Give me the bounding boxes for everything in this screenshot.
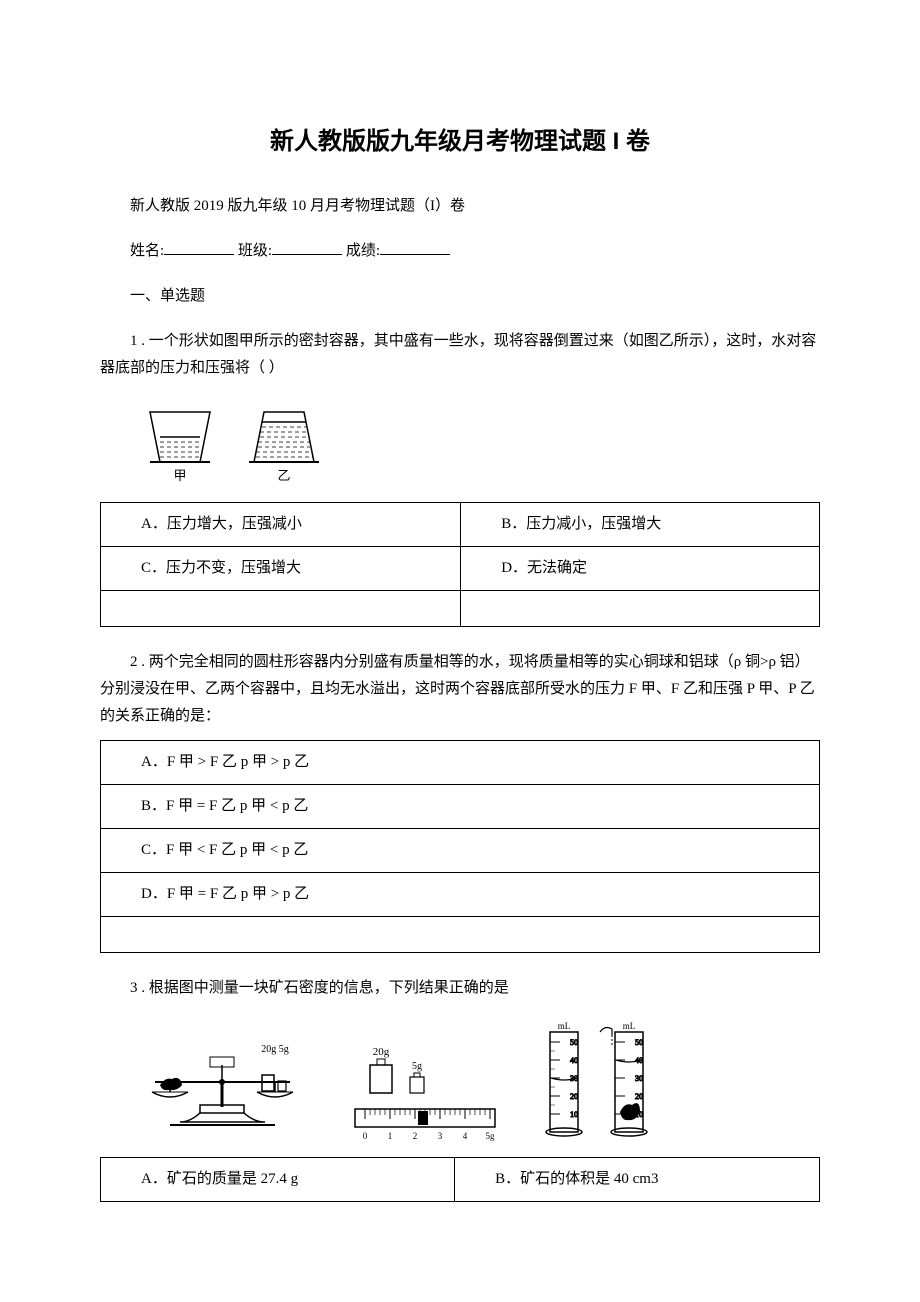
q2-option-c: C．F 甲 < F 乙 p 甲 < p 乙 <box>101 829 820 873</box>
svg-text:20: 20 <box>570 1092 578 1101</box>
table-row: B．F 甲 = F 乙 p 甲 < p 乙 <box>101 785 820 829</box>
subtitle: 新人教版 2019 版九年级 10 月月考物理试题（I）卷 <box>100 193 820 220</box>
q3-weights-ruler: 20g 5g 0 1 2 3 4 5g <box>350 1047 500 1147</box>
q1-fig-jia-label: 甲 <box>173 468 186 483</box>
svg-text:mL: mL <box>558 1021 571 1031</box>
table-row: C．F 甲 < F 乙 p 甲 < p 乙 <box>101 829 820 873</box>
question-1-options: A．压力增大，压强减小 B．压力减小，压强增大 C．压力不变，压强增大 D．无法… <box>100 502 820 627</box>
svg-text:20g 5g: 20g 5g <box>261 1044 289 1055</box>
question-3-figures: 20g 5g 20g 5g 0 1 2 <box>140 1017 820 1147</box>
q1-fig-jia: 甲 <box>130 392 230 492</box>
svg-text:mL: mL <box>623 1021 636 1031</box>
svg-text:40: 40 <box>570 1056 578 1065</box>
table-row: D．F 甲 = F 乙 p 甲 > p 乙 <box>101 873 820 917</box>
table-row: A．F 甲 > F 乙 p 甲 > p 乙 <box>101 741 820 785</box>
question-1-figures: 甲 乙 <box>130 392 820 492</box>
table-row: A．矿石的质量是 27.4 g B．矿石的体积是 40 cm3 <box>101 1158 820 1202</box>
student-info-line: 姓名: 班级: 成绩: <box>100 238 820 265</box>
q1-option-c: C．压力不变，压强增大 <box>101 547 461 591</box>
q2-option-a: A．F 甲 > F 乙 p 甲 > p 乙 <box>101 741 820 785</box>
question-1-text: 1 . 一个形状如图甲所示的密封容器，其中盛有一些水，现将容器倒置过来（如图乙所… <box>100 328 820 382</box>
q1-option-d: D．无法确定 <box>461 547 820 591</box>
svg-text:30: 30 <box>635 1074 643 1083</box>
q1-fig-yi-label: 乙 <box>277 468 290 483</box>
svg-text:20: 20 <box>635 1092 643 1101</box>
q1-fig-yi: 乙 <box>234 392 334 492</box>
score-label: 成绩: <box>346 243 380 259</box>
svg-text:4: 4 <box>463 1131 468 1141</box>
section-1-label: 一、单选题 <box>100 283 820 310</box>
table-row: C．压力不变，压强增大 D．无法确定 <box>101 547 820 591</box>
svg-text:1: 1 <box>388 1131 393 1141</box>
q2-empty-cell <box>101 917 820 953</box>
q2-option-b: B．F 甲 = F 乙 p 甲 < p 乙 <box>101 785 820 829</box>
score-blank <box>380 240 450 255</box>
q3-option-a: A．矿石的质量是 27.4 g <box>101 1158 455 1202</box>
q1-option-b: B．压力减小，压强增大 <box>461 503 820 547</box>
q2-option-d: D．F 甲 = F 乙 p 甲 > p 乙 <box>101 873 820 917</box>
q3-cylinders: mL 50 40 30 20 10 mL 50 40 30 20 10 <box>540 1017 670 1147</box>
svg-text:50: 50 <box>635 1038 643 1047</box>
table-row <box>101 591 820 627</box>
name-blank <box>164 240 234 255</box>
svg-text:10: 10 <box>570 1110 578 1119</box>
name-label: 姓名: <box>130 243 164 259</box>
svg-text:5g: 5g <box>412 1061 422 1072</box>
question-3-text: 3 . 根据图中测量一块矿石密度的信息，下列结果正确的是 <box>100 975 820 1002</box>
class-blank <box>272 240 342 255</box>
q1-option-a: A．压力增大，压强减小 <box>101 503 461 547</box>
question-3-options: A．矿石的质量是 27.4 g B．矿石的体积是 40 cm3 <box>100 1157 820 1202</box>
page-title: 新人教版版九年级月考物理试题 I 卷 <box>100 120 820 163</box>
svg-text:5g: 5g <box>486 1131 496 1141</box>
question-2-text: 2 . 两个完全相同的圆柱形容器内分别盛有质量相等的水，现将质量相等的实心铜球和… <box>100 649 820 730</box>
svg-text:2: 2 <box>413 1131 418 1141</box>
class-label: 班级: <box>238 243 272 259</box>
svg-text:0: 0 <box>363 1131 368 1141</box>
table-row <box>101 917 820 953</box>
svg-text:3: 3 <box>438 1131 443 1141</box>
question-2-options: A．F 甲 > F 乙 p 甲 > p 乙 B．F 甲 = F 乙 p 甲 < … <box>100 740 820 953</box>
q3-balance-scale: 20g 5g <box>140 1037 310 1147</box>
q1-empty-cell <box>101 591 461 627</box>
svg-text:20g: 20g <box>373 1047 390 1058</box>
q3-option-b: B．矿石的体积是 40 cm3 <box>455 1158 820 1202</box>
svg-text:50: 50 <box>570 1038 578 1047</box>
table-row: A．压力增大，压强减小 B．压力减小，压强增大 <box>101 503 820 547</box>
q1-empty-cell <box>461 591 820 627</box>
